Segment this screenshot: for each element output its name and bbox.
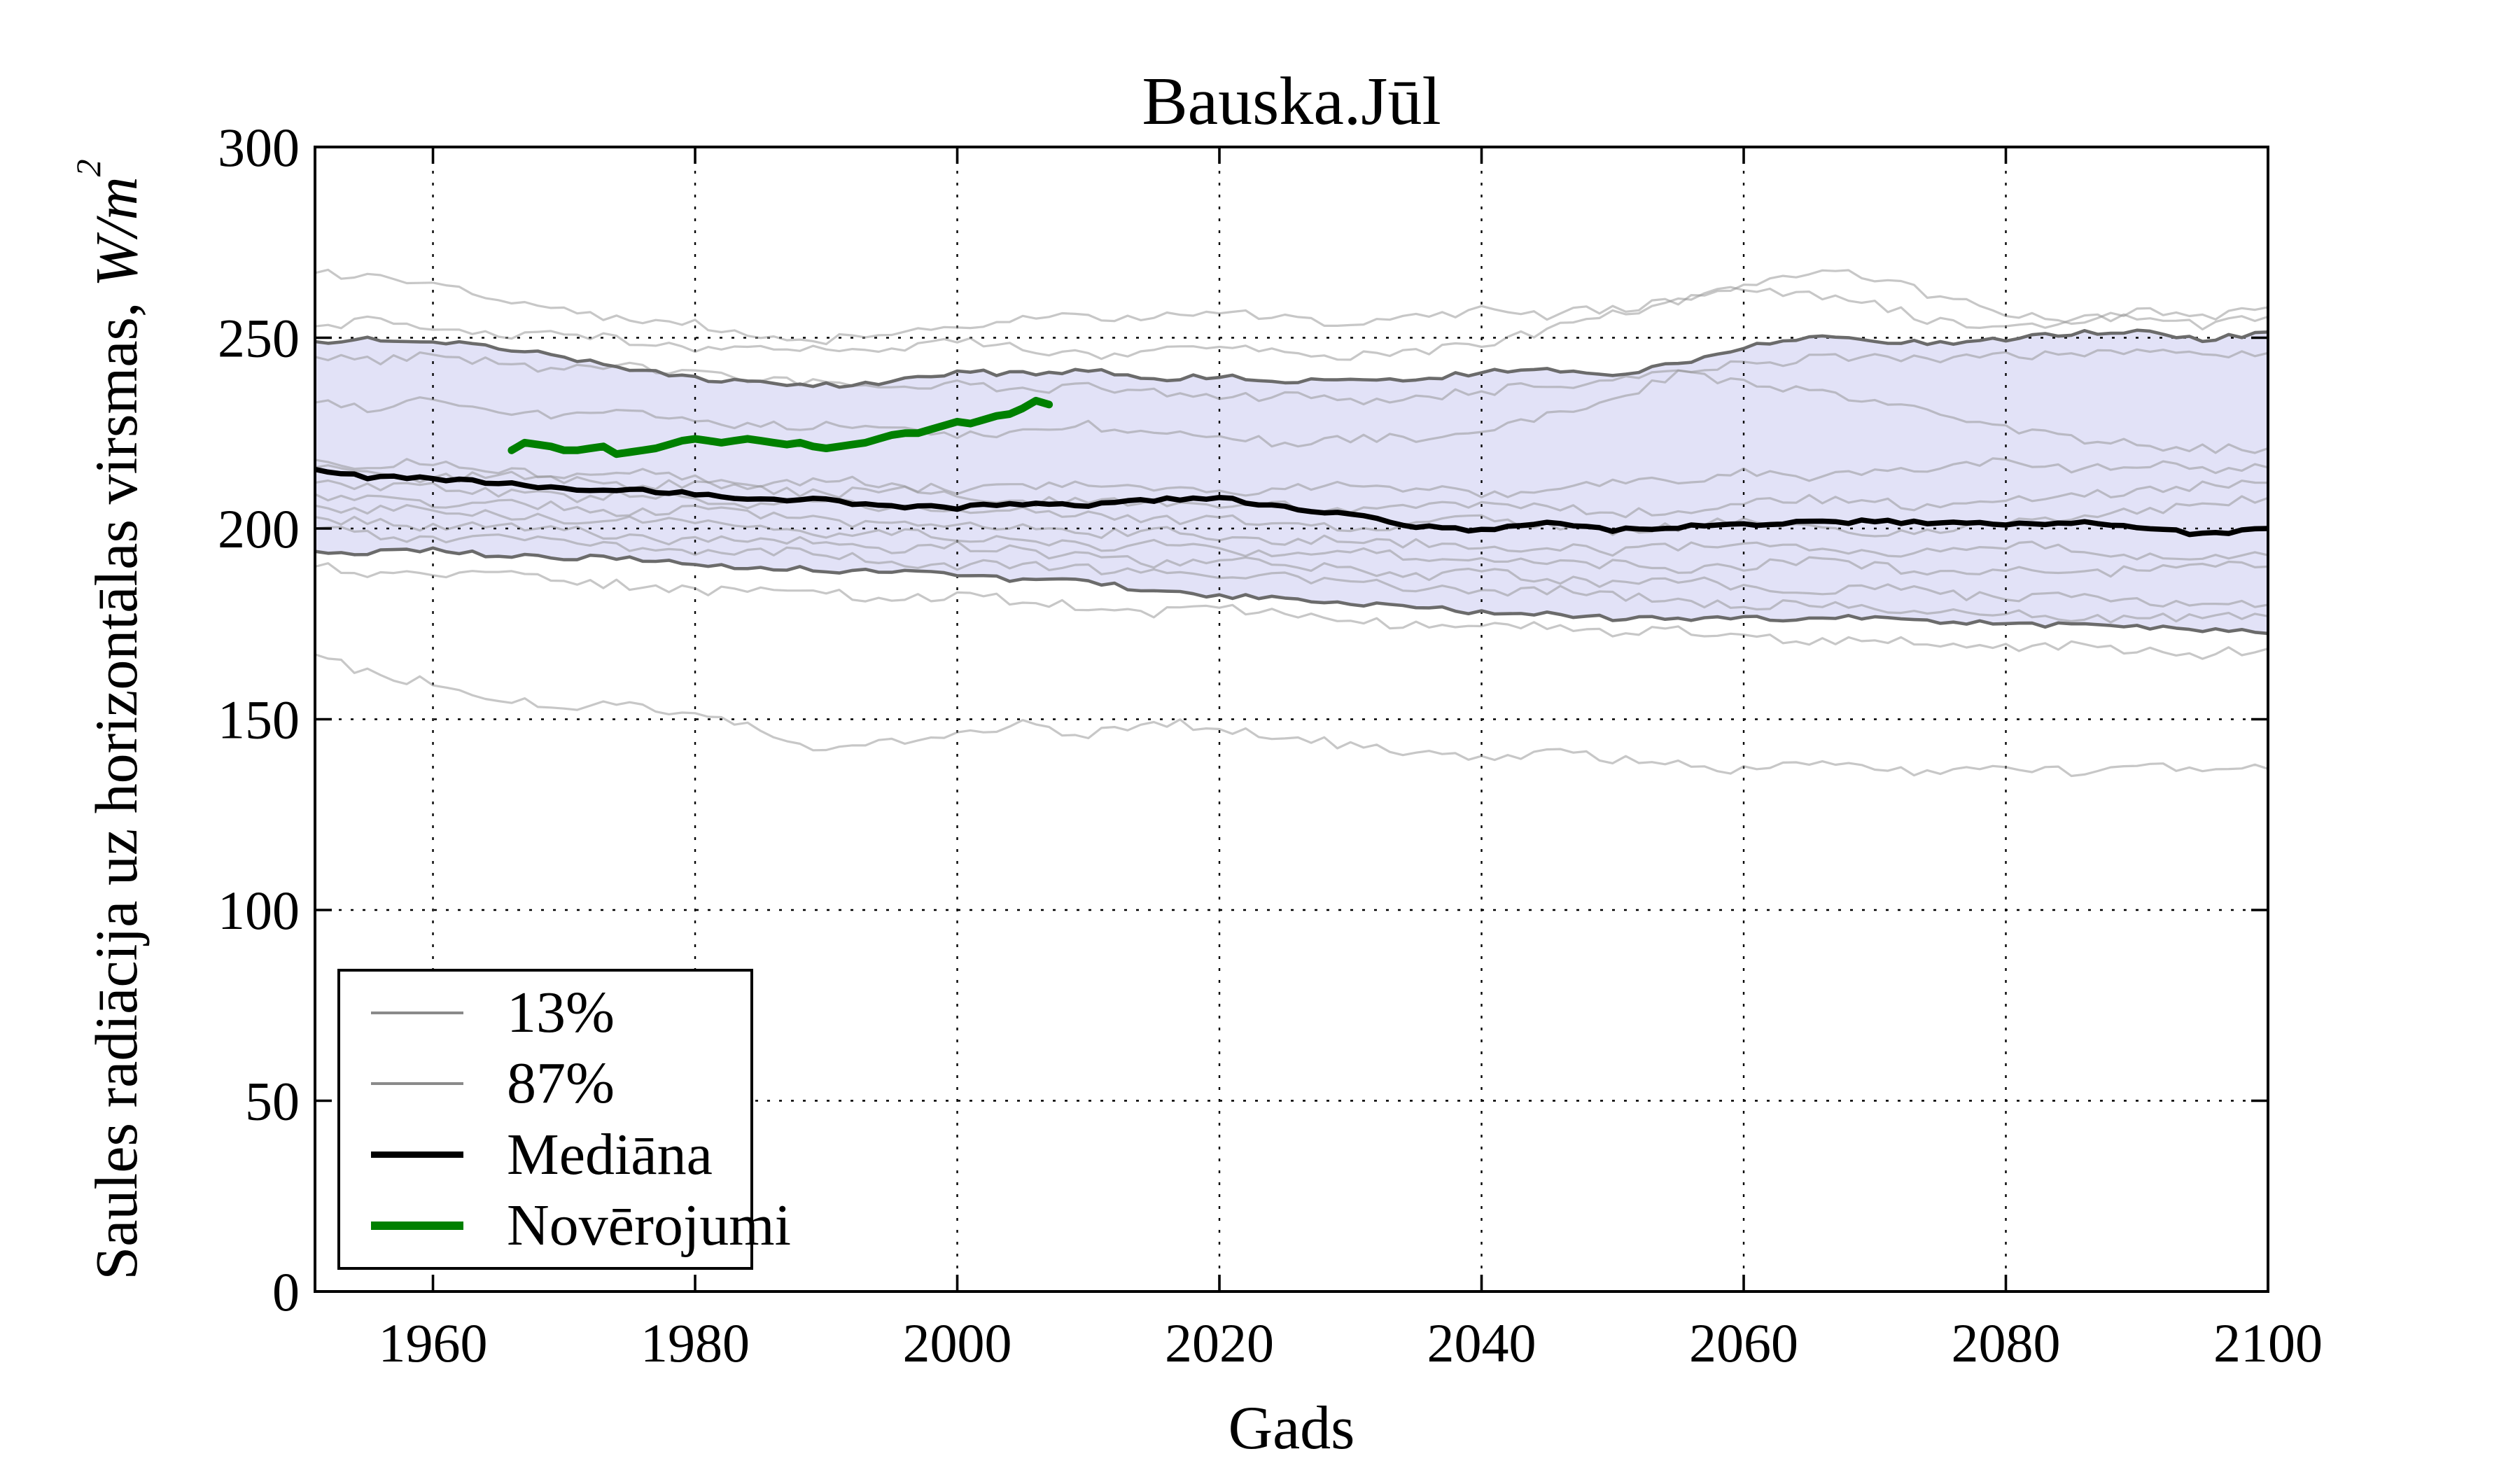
ensemble-member-line — [314, 562, 2269, 660]
ensemble-lines-layer — [314, 268, 2269, 778]
legend-item-mediana: Mediāna — [371, 1121, 750, 1187]
y-tick-label: 150 — [218, 690, 300, 750]
legend-line-sample-87 — [371, 1082, 463, 1086]
percentile-band-layer — [315, 330, 2268, 634]
observations-line — [507, 396, 1054, 458]
ensemble-member-line — [314, 369, 2269, 454]
percentile-lines-layer — [314, 328, 2269, 636]
y-tick-label: 100 — [218, 880, 300, 941]
x-tick-label: 1980 — [640, 1312, 750, 1373]
percentile-13-line — [314, 546, 2269, 636]
legend: 13% 87% Mediāna Novērojumi — [337, 969, 791, 1270]
legend-label-noverojumi: Novērojumi — [507, 1192, 791, 1258]
ensemble-member-line — [314, 493, 2269, 561]
y-tick-label: 300 — [218, 117, 300, 178]
percentile-87-line — [314, 328, 2269, 389]
chart-title: Bauska.Jūl — [1142, 64, 1441, 139]
x-tick-label: 2080 — [1952, 1312, 2061, 1373]
ensemble-member-line — [314, 479, 2269, 538]
observations-line-layer — [507, 396, 1054, 458]
legend-label-13: 13% — [507, 980, 615, 1046]
y-axis-title-math: W/m — [83, 176, 150, 288]
y-tick-label: 250 — [218, 308, 300, 369]
legend-line-sample-13 — [371, 1011, 463, 1015]
median-line-layer — [314, 466, 2269, 538]
legend-label-mediana: Mediāna — [507, 1121, 713, 1187]
legend-item-noverojumi: Novērojumi — [371, 1196, 791, 1255]
tick-labels-layer: 1960 1980 2000 2020 2040 2060 2080 2100 0 50 100 15… — [218, 117, 2323, 1373]
ensemble-member-line — [314, 526, 2269, 624]
x-tick-label: 2040 — [1427, 1312, 1536, 1373]
legend-line-sample-noverojumi — [371, 1221, 463, 1230]
x-tick-label: 2020 — [1165, 1312, 1274, 1373]
ensemble-member-line — [314, 286, 2269, 361]
y-axis-title: Saules radiācija uz horizontālas virsmas… — [69, 159, 151, 1280]
x-tick-label: 2000 — [903, 1312, 1012, 1373]
x-tick-label: 2060 — [1689, 1312, 1798, 1373]
ensemble-member-line — [314, 268, 2269, 346]
x-tick-label: 1960 — [379, 1312, 488, 1373]
y-tick-label: 50 — [245, 1071, 300, 1132]
gridline-layer — [315, 147, 2268, 1292]
y-tick-label: 200 — [218, 498, 300, 559]
y-axis-title-exponent: 2 — [69, 159, 108, 177]
ensemble-member-line — [314, 653, 2269, 778]
y-tick-label: 0 — [272, 1261, 300, 1322]
legend-label-87: 87% — [507, 1051, 615, 1116]
percentile-band — [315, 330, 2268, 634]
legend-item-13: 13% — [371, 983, 750, 1042]
x-tick-label: 2100 — [2213, 1312, 2323, 1373]
legend-line-sample-mediana — [371, 1152, 463, 1158]
ensemble-member-line — [314, 348, 2269, 406]
axes-frame-layer — [314, 146, 2269, 1293]
ensemble-member-line — [314, 515, 2269, 608]
y-axis-title-text: Saules radiācija uz horizontālas virsmas… — [83, 287, 150, 1280]
ensemble-member-line — [314, 503, 2269, 578]
ensemble-member-line — [314, 457, 2269, 498]
legend-item-87: 87% — [371, 1054, 750, 1113]
median-line — [314, 466, 2269, 538]
x-axis-title: Gads — [1228, 1394, 1355, 1462]
